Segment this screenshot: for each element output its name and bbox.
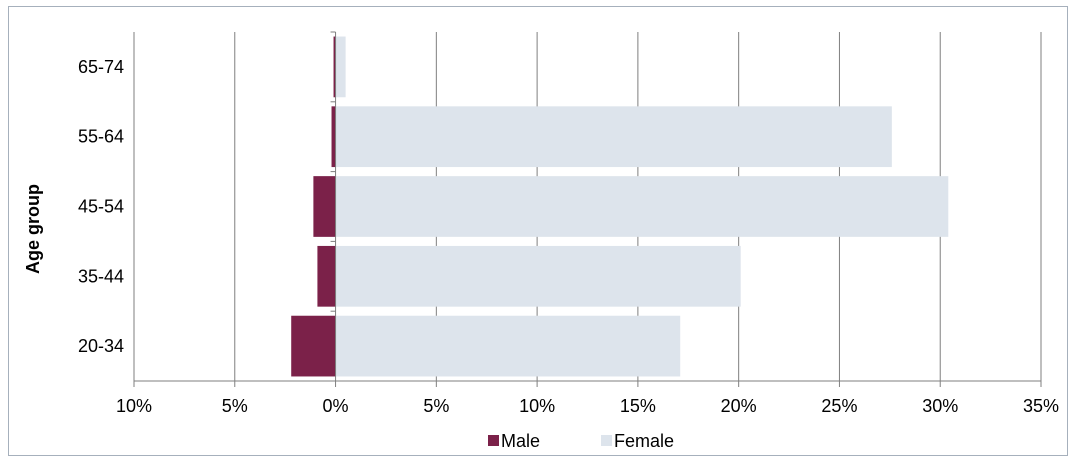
y-tick-label: 55-64: [78, 127, 124, 147]
x-tick-label: 25%: [821, 396, 857, 416]
legend-swatch-female: [601, 435, 612, 446]
bar-female-55-64: [335, 106, 892, 168]
legend-label-female: Female: [614, 431, 674, 451]
bar-male-35-44: [317, 245, 336, 307]
x-tick-label: 30%: [922, 396, 958, 416]
bar-male-45-54: [313, 176, 336, 237]
legend-swatch-male: [488, 435, 499, 446]
x-tick-label: 20%: [721, 396, 757, 416]
legend: Male Female: [488, 431, 674, 451]
chart-frame: 20-34 35-44 45-54 55-64 65-74 10% 5% 0% 5% 10% 15…: [8, 6, 1068, 456]
bar-female-35-44: [335, 245, 741, 307]
y-tick-label: 65-74: [78, 57, 124, 77]
x-tick-label: 5%: [222, 396, 248, 416]
bar-male-55-64: [331, 106, 336, 168]
bar-male-65-74: [333, 36, 336, 98]
y-tick-label: 45-54: [78, 197, 124, 217]
bars: [291, 36, 949, 377]
x-tick-label: 10%: [116, 396, 152, 416]
bar-male-20-34: [291, 315, 336, 377]
x-tick-label: 35%: [1023, 396, 1059, 416]
x-tick-label: 15%: [620, 396, 656, 416]
legend-label-male: Male: [501, 431, 540, 451]
y-axis-title: Age group: [23, 184, 43, 274]
x-tick-label: 5%: [423, 396, 449, 416]
bar-female-20-34: [335, 315, 681, 377]
y-axis: 20-34 35-44 45-54 55-64 65-74: [78, 31, 337, 382]
bar-female-65-74: [335, 36, 346, 98]
x-axis: 10% 5% 0% 5% 10% 15% 20% 25% 30% 35%: [116, 380, 1059, 416]
bar-female-45-54: [335, 176, 949, 237]
population-pyramid-chart: 20-34 35-44 45-54 55-64 65-74 10% 5% 0% 5% 10% 15…: [23, 31, 1059, 451]
x-tick-label: 0%: [323, 396, 349, 416]
y-tick-label: 20-34: [78, 336, 124, 356]
y-tick-label: 35-44: [78, 266, 124, 286]
x-tick-label: 10%: [519, 396, 555, 416]
